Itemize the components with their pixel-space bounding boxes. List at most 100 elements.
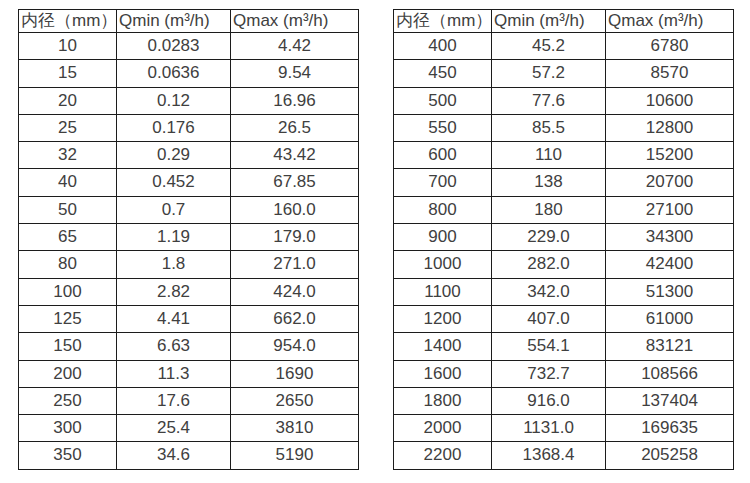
table-row: 900229.034300 [394, 224, 734, 251]
table-cell: 25.4 [117, 415, 231, 442]
table-cell: 61000 [606, 305, 734, 332]
table-row: 250.17626.5 [19, 114, 359, 141]
table-row: 1400554.183121 [394, 333, 734, 360]
table-row: 100.02834.42 [19, 33, 359, 60]
table-cell: 1368.4 [492, 442, 606, 469]
table-cell: 2000 [394, 415, 492, 442]
table-cell: 15 [19, 60, 117, 87]
table-cell: 600 [394, 142, 492, 169]
table-cell: 27100 [606, 196, 734, 223]
table-cell: 8570 [606, 60, 734, 87]
table-cell: 6.63 [117, 333, 231, 360]
column-header-qmax: Qmax (m³/h) [231, 10, 359, 33]
table-row: 70013820700 [394, 169, 734, 196]
column-header-qmax: Qmax (m³/h) [606, 10, 734, 33]
table-row: 22001368.4205258 [394, 442, 734, 469]
table-cell: 1400 [394, 333, 492, 360]
table-row: 1002.82424.0 [19, 278, 359, 305]
table-row: 801.8271.0 [19, 251, 359, 278]
table-cell: 50 [19, 196, 117, 223]
table-row: 1000282.042400 [394, 251, 734, 278]
table-cell: 16.96 [231, 87, 359, 114]
table-cell: 1131.0 [492, 415, 606, 442]
table-cell: 57.2 [492, 60, 606, 87]
table-cell: 2200 [394, 442, 492, 469]
table-cell: 1200 [394, 305, 492, 332]
table-cell: 250 [19, 387, 117, 414]
table-cell: 20700 [606, 169, 734, 196]
column-header-diameter: 内径（mm） [19, 10, 117, 33]
table-cell: 110 [492, 142, 606, 169]
table-cell: 1800 [394, 387, 492, 414]
table-body: 40045.2678045057.2857050077.61060055085.… [394, 33, 734, 470]
table-row: 20001131.0169635 [394, 415, 734, 442]
table-body: 100.02834.42150.06369.54 200.1216.96250.1… [19, 33, 359, 470]
table-cell: 20 [19, 87, 117, 114]
table-row: 320.2943.42 [19, 142, 359, 169]
table-cell: 1100 [394, 278, 492, 305]
table-cell: 40 [19, 169, 117, 196]
table-header-row: 内径（mm） Qmin (m³/h) Qmax (m³/h) [19, 10, 359, 33]
table-cell: 160.0 [231, 196, 359, 223]
table-cell: 26.5 [231, 114, 359, 141]
table-row: 25017.62650 [19, 387, 359, 414]
table-cell: 900 [394, 224, 492, 251]
flow-table-small-diameters: 内径（mm） Qmin (m³/h) Qmax (m³/h) 100.02834… [18, 9, 359, 470]
table-cell: 700 [394, 169, 492, 196]
table-cell: 12800 [606, 114, 734, 141]
table-cell: 125 [19, 305, 117, 332]
table-row: 60011015200 [394, 142, 734, 169]
table-cell: 0.12 [117, 87, 231, 114]
table-cell: 550 [394, 114, 492, 141]
table-cell: 0.29 [117, 142, 231, 169]
table-cell: 400 [394, 33, 492, 60]
table-row: 30025.43810 [19, 415, 359, 442]
table-cell: 2.82 [117, 278, 231, 305]
table-cell: 137404 [606, 387, 734, 414]
table-row: 400.45267.85 [19, 169, 359, 196]
table-cell: 2650 [231, 387, 359, 414]
table-cell: 342.0 [492, 278, 606, 305]
table-cell: 300 [19, 415, 117, 442]
table-row: 500.7160.0 [19, 196, 359, 223]
table-row: 40045.26780 [394, 33, 734, 60]
table-cell: 0.0636 [117, 60, 231, 87]
table-row: 45057.28570 [394, 60, 734, 87]
table-cell: 65 [19, 224, 117, 251]
table-cell: 500 [394, 87, 492, 114]
table-cell: 42400 [606, 251, 734, 278]
table-header-row: 内径（mm） Qmin (m³/h) Qmax (m³/h) [394, 10, 734, 33]
table-cell: 450 [394, 60, 492, 87]
table-cell: 407.0 [492, 305, 606, 332]
table-cell: 424.0 [231, 278, 359, 305]
table-cell: 15200 [606, 142, 734, 169]
table-cell: 6780 [606, 33, 734, 60]
table-row: 1254.41662.0 [19, 305, 359, 332]
table-cell: 1690 [231, 360, 359, 387]
table-cell: 0.452 [117, 169, 231, 196]
table-cell: 85.5 [492, 114, 606, 141]
table-cell: 205258 [606, 442, 734, 469]
flow-table-large-diameters: 内径（mm） Qmin (m³/h) Qmax (m³/h) 40045.267… [393, 9, 734, 470]
table-cell: 25 [19, 114, 117, 141]
table-row: 1506.63954.0 [19, 333, 359, 360]
table-cell: 180 [492, 196, 606, 223]
table-cell: 34.6 [117, 442, 231, 469]
table-row: 50077.610600 [394, 87, 734, 114]
table-cell: 4.41 [117, 305, 231, 332]
table-cell: 9.54 [231, 60, 359, 87]
table-cell: 1000 [394, 251, 492, 278]
table-cell: 138 [492, 169, 606, 196]
table-cell: 800 [394, 196, 492, 223]
table-cell: 10600 [606, 87, 734, 114]
column-header-qmin: Qmin (m³/h) [492, 10, 606, 33]
table-cell: 5190 [231, 442, 359, 469]
table-cell: 100 [19, 278, 117, 305]
table-cell: 1600 [394, 360, 492, 387]
table-cell: 3810 [231, 415, 359, 442]
table-cell: 4.42 [231, 33, 359, 60]
table-row: 1800916.0137404 [394, 387, 734, 414]
table-cell: 67.85 [231, 169, 359, 196]
table-row: 35034.65190 [19, 442, 359, 469]
table-cell: 179.0 [231, 224, 359, 251]
